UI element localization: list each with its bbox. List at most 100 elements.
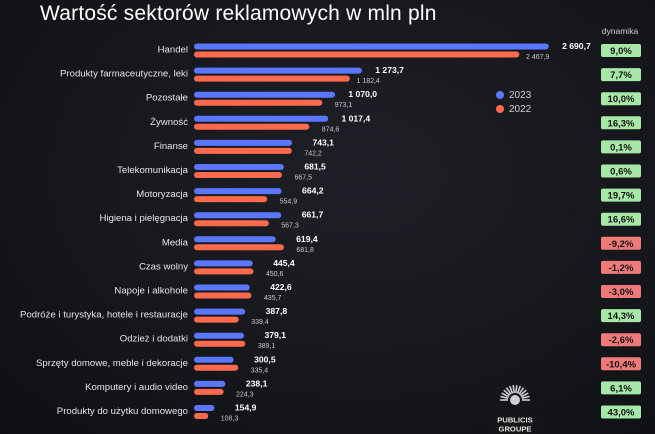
- logo-ray: [520, 392, 529, 398]
- legend-swatch-2023: [496, 91, 504, 99]
- category-label: Komputery i audio video: [85, 382, 188, 393]
- dynamics-badge: [601, 68, 641, 82]
- data-label-2022: 1 182,4: [357, 78, 380, 85]
- data-label-2023: 387,8: [266, 306, 288, 316]
- bar-2022: [194, 388, 224, 395]
- dynamics-badge: [601, 333, 641, 347]
- dynamics-badge: [601, 285, 641, 298]
- bar-2022: [194, 99, 323, 106]
- bar-2023: [194, 332, 244, 339]
- legend-label-2022: 2022: [509, 103, 532, 115]
- bar-2023: [194, 91, 336, 98]
- dynamics-value: -1,2%: [609, 263, 634, 274]
- data-label-2023: 238,1: [246, 378, 268, 388]
- bar-2022: [194, 123, 310, 130]
- data-label-2022: 450,6: [266, 271, 284, 278]
- bar-2022: [194, 51, 520, 58]
- data-label-2023: 300,5: [254, 354, 276, 364]
- dynamics-badge: [601, 357, 641, 371]
- category-label: Telekomunikacja: [117, 165, 189, 176]
- category-label: Żywność: [150, 117, 188, 128]
- dynamics-header: dynamika: [601, 26, 639, 36]
- dynamics-value: 43,0%: [608, 408, 635, 419]
- dynamics-value: 19,7%: [608, 191, 635, 202]
- dynamics-value: 0,6%: [610, 167, 632, 178]
- bar-2022: [194, 196, 268, 203]
- bar-2022: [194, 172, 283, 178]
- category-label: Media: [162, 237, 189, 248]
- logo-ray: [505, 387, 512, 395]
- bar-2023: [194, 43, 549, 50]
- dynamics-badge: [601, 44, 641, 57]
- data-label-2023: 661,7: [302, 210, 324, 220]
- dynamics-badge: [601, 236, 641, 250]
- data-label-2022: 224,3: [236, 391, 254, 398]
- bar-2022: [194, 268, 254, 275]
- dynamics-badge: [601, 164, 641, 178]
- legend-item-2022: 2022: [496, 102, 531, 116]
- data-label-2022: 389,1: [258, 343, 276, 350]
- chart-legend: 2023 2022: [496, 88, 531, 116]
- dynamics-value: 14,3%: [608, 311, 635, 322]
- dynamics-badge: [601, 405, 641, 419]
- dynamics-badge: [601, 92, 641, 106]
- data-label-2023: 1 070,0: [348, 89, 377, 99]
- bar-2023: [194, 115, 329, 122]
- logo-ray: [508, 385, 514, 394]
- logo-ray: [503, 389, 511, 396]
- data-label-2022: 435,7: [264, 295, 282, 302]
- bar-2022: [194, 220, 269, 227]
- dynamics-badge: [601, 188, 641, 202]
- dynamics-value: 16,6%: [608, 215, 635, 226]
- data-label-2022: 2 467,9: [526, 54, 549, 61]
- data-label-2022: 667,5: [294, 175, 312, 182]
- logo-ray: [516, 385, 522, 394]
- dynamics-value: -3,0%: [609, 287, 634, 298]
- bar-2022: [194, 364, 239, 371]
- data-label-2022: 874,6: [322, 126, 340, 133]
- bar-2023: [194, 260, 253, 267]
- category-label: Napoje i alkohole: [114, 286, 188, 297]
- dynamics-badge: [601, 140, 641, 154]
- data-label-2023: 154,9: [235, 403, 257, 413]
- dynamics-value: 7,7%: [610, 70, 632, 81]
- dynamics-badge: [601, 260, 641, 274]
- data-label-2022: 681,8: [296, 247, 314, 254]
- data-label-2023: 379,1: [264, 330, 286, 340]
- dynamics-value: -10,4%: [606, 359, 637, 370]
- data-label-2023: 445,4: [273, 258, 295, 268]
- bar-2022: [194, 413, 209, 419]
- data-label-2023: 664,2: [302, 186, 324, 196]
- data-label-2022: 973,1: [335, 102, 353, 109]
- bar-2023: [194, 380, 226, 387]
- logo-ray: [521, 395, 530, 400]
- category-label: Handel: [158, 45, 188, 56]
- dynamics-value: 16,3%: [608, 118, 635, 129]
- legend-item-2023: 2023: [496, 88, 531, 102]
- logo-ray: [515, 385, 518, 394]
- dynamics-badge: [601, 212, 641, 226]
- category-label: Finanse: [154, 141, 188, 152]
- dynamics-badge: [601, 381, 641, 395]
- dynamics-value: 9,0%: [610, 46, 632, 57]
- category-label: Sprzęty domowe, meble i dekoracje: [36, 358, 188, 369]
- bar-2023: [194, 308, 246, 315]
- data-label-2023: 422,6: [270, 282, 292, 292]
- data-label-2022: 742,2: [304, 150, 322, 157]
- bar-2023: [194, 164, 284, 170]
- data-label-2023: 2 690,7: [562, 41, 591, 51]
- chart-title: Wartość sektorów reklamowych w mln pln: [40, 2, 437, 25]
- category-label: Motoryzacja: [136, 189, 188, 200]
- category-label: Podróże i turystyka, hotele i restauracj…: [20, 310, 188, 321]
- bar-2023: [194, 236, 276, 243]
- data-label-2023: 619,4: [296, 234, 318, 244]
- data-label-2023: 1 017,4: [341, 113, 370, 123]
- data-label-2022: 339,4: [251, 319, 269, 326]
- dynamics-badge: [601, 309, 641, 323]
- data-label-2022: 567,3: [281, 223, 299, 230]
- bar-2022: [194, 147, 292, 154]
- bar-2023: [194, 188, 282, 195]
- legend-swatch-2022: [496, 105, 504, 113]
